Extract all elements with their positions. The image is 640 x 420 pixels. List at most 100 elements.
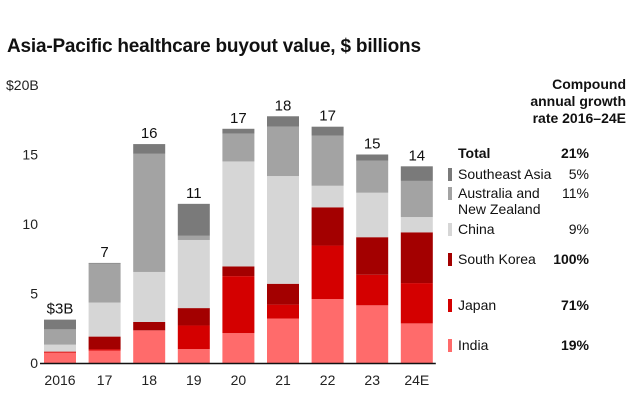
bar-segment-south-korea	[177, 308, 210, 326]
bar-total-label: 17	[230, 110, 247, 127]
bar-segment-south-korea	[356, 237, 389, 275]
bar-total-label: 11	[186, 185, 202, 202]
legend-label: Australia and New Zealand	[458, 185, 541, 217]
bar-segment-southeast-asia	[356, 154, 389, 161]
y-tick-label: 0	[30, 355, 38, 371]
bar-segment-australia-and-new-zealand	[44, 329, 76, 345]
legend-label: China	[458, 221, 495, 237]
x-tick-label: 22	[320, 372, 336, 388]
bar-segment-australia-and-new-zealand	[133, 153, 166, 272]
bar-segment-australia-and-new-zealand	[88, 263, 121, 303]
bar-segment-china	[133, 271, 166, 322]
legend-cagr-value: 71%	[560, 297, 589, 313]
legend-swatch	[448, 299, 452, 312]
bar-segment-india	[88, 350, 121, 363]
x-tick-label: 21	[275, 372, 291, 388]
bar-total-label: $3B	[47, 301, 74, 318]
legend-label: India	[458, 337, 489, 353]
bar-segment-china	[400, 217, 433, 233]
bar-segment-southeast-asia	[133, 144, 166, 154]
bar-segment-china	[356, 192, 389, 238]
bar-segment-india	[311, 299, 344, 363]
bar-total-label: 18	[275, 97, 292, 114]
bar-segment-japan	[356, 274, 389, 306]
x-tick-label: 18	[141, 372, 157, 388]
bar-segment-japan	[44, 351, 76, 353]
bar-segment-southeast-asia	[222, 128, 255, 134]
bar-total-label: 17	[319, 108, 336, 125]
cagr-header-line: rate 2016–24E	[532, 110, 626, 126]
x-tick-label: 17	[97, 372, 113, 388]
bar-segment-china	[222, 161, 255, 267]
legend-swatch	[448, 253, 452, 266]
bar-segment-southeast-asia	[88, 262, 121, 264]
bar-segment-japan	[88, 349, 121, 351]
bar-segment-india	[356, 305, 389, 363]
bar-segment-india	[267, 318, 299, 363]
y-tick-label: 15	[22, 147, 38, 163]
bar-segment-india	[44, 352, 76, 363]
legend-label: Japan	[458, 297, 497, 313]
x-tick-label: 19	[186, 372, 202, 388]
y-tick-label: $20B	[6, 77, 39, 93]
legend-swatch	[448, 187, 452, 200]
x-tick-label: 2016	[44, 372, 75, 388]
legend-cagr-value: 9%	[568, 221, 589, 237]
x-tick-label: 23	[364, 372, 380, 388]
bar-segment-china	[88, 302, 121, 337]
cagr-header: Compound annual growth rate 2016–24E	[516, 76, 626, 127]
legend-cagr-value: 5%	[568, 166, 589, 182]
bar-segment-south-korea	[88, 336, 121, 350]
bar-segment-australia-and-new-zealand	[356, 160, 389, 193]
chart-title: Asia-Pacific healthcare buyout value, $ …	[7, 36, 421, 57]
bar-segment-southeast-asia	[44, 319, 76, 330]
x-tick-label: 20	[231, 372, 247, 388]
bar-chart: 0 5 10 15 $20B $3B 2016 7 17 16 18 11 19 17 20 18 21 17 22…	[6, 77, 436, 388]
legend-swatch	[448, 223, 452, 236]
bar-segment-japan	[177, 325, 210, 350]
bar-segment-south-korea	[400, 232, 433, 284]
bar-segment-australia-and-new-zealand	[400, 180, 433, 218]
bar-segment-southeast-asia	[177, 203, 210, 236]
legend-label: Total	[458, 145, 491, 161]
bar-segment-japan	[267, 304, 299, 319]
legend-label: South Korea	[458, 251, 536, 267]
bar-segment-india	[400, 323, 433, 363]
bar-segment-southeast-asia	[311, 126, 344, 136]
legend-swatch	[448, 168, 452, 181]
y-tick-label: 5	[30, 286, 38, 302]
bar-segment-australia-and-new-zealand	[177, 235, 210, 240]
bar-total-label: 16	[141, 125, 158, 142]
legend-label: Southeast Asia	[458, 166, 552, 182]
bar-segment-india	[222, 333, 255, 363]
bar-total-label: 14	[408, 147, 425, 164]
x-tick-label: 24E	[404, 372, 429, 388]
bar-segment-china	[267, 176, 299, 284]
bar-segment-china	[311, 185, 344, 208]
cagr-header-line: annual growth	[530, 93, 626, 109]
bar-segment-south-korea	[133, 321, 166, 331]
cagr-header-line: Compound	[552, 76, 626, 92]
bar-segment-australia-and-new-zealand	[222, 133, 255, 162]
legend-cagr-value: 19%	[560, 337, 589, 353]
bar-segment-australia-and-new-zealand	[267, 126, 299, 177]
bar-segment-south-korea	[222, 266, 255, 277]
legend-cagr-value: 100%	[553, 251, 589, 267]
bar-total-label: 15	[364, 136, 381, 153]
legend-cagr-value: 11%	[562, 185, 589, 201]
legend-swatch	[448, 339, 452, 352]
bar-segment-australia-and-new-zealand	[311, 135, 344, 186]
legend-cagr-value: 21%	[560, 145, 589, 161]
bar-total-label: 7	[100, 244, 108, 261]
bar-segment-india	[177, 349, 210, 363]
bar-segment-southeast-asia	[400, 166, 433, 181]
legend: Compound annual growth rate 2016–24E Tot…	[446, 0, 640, 420]
bar-segment-southeast-asia	[267, 116, 299, 127]
bar-segment-japan	[311, 245, 344, 300]
bar-segment-china	[44, 344, 76, 352]
bar-segment-south-korea	[311, 207, 344, 246]
bar-segment-japan	[222, 276, 255, 334]
bar-segment-japan	[400, 283, 433, 324]
y-tick-label: 10	[22, 216, 38, 232]
bar-segment-india	[133, 330, 166, 363]
